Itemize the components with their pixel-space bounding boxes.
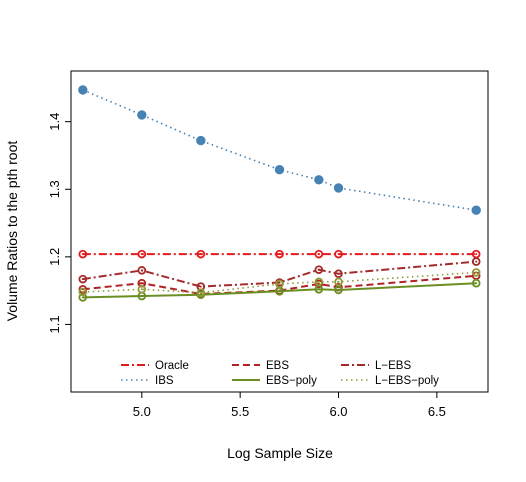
x-tick-label: 5.5 [231,404,249,419]
data-point-center [199,253,202,256]
x-tick-label: 6.0 [329,404,347,419]
series-line [82,89,477,211]
data-point-center [317,253,320,256]
data-point-center [337,288,340,291]
y-tick-label: 1.1 [47,315,62,333]
data-point-center [81,278,84,281]
legend: Oracle IBS EBS EBS−poly L−EBS L−EBS−poly [121,360,439,387]
data-point-center [140,288,143,291]
data-point [314,277,324,287]
data-point [471,268,481,277]
data-point-center [337,253,340,256]
data-point-center [475,271,478,274]
data-point [314,175,324,185]
series-5 [78,268,481,297]
data-point [333,183,344,193]
data-point [314,249,324,259]
data-point-center [278,290,281,293]
data-point [314,265,324,274]
x-tick-label: 6.5 [428,404,446,419]
x-axis: 5.0 5.5 6.0 6.5 [133,391,446,419]
data-point [78,293,88,302]
data-point [137,284,147,294]
series-0 [78,249,481,259]
data-point-center [81,253,84,256]
legend-label: EBS [266,360,289,372]
data-point [196,249,206,259]
data-point-center [317,280,320,283]
legend-label: Oracle [155,360,189,372]
y-tick-label: 1.3 [47,180,62,198]
data-point-center [475,253,478,256]
data-point [334,249,343,259]
data-point-center [199,291,202,294]
data-point [78,287,88,297]
data-point [78,274,88,284]
data-point [137,249,147,259]
data-point [334,285,343,295]
data-point [275,279,284,289]
data-point [196,135,206,146]
data-point [78,249,88,259]
data-point-center [317,288,320,291]
data-point [274,164,285,175]
y-axis: 1.1 1.2 1.3 1.4 [47,113,72,333]
y-tick-label: 1.2 [47,248,62,266]
data-point [196,288,206,297]
y-axis-label: Volume Ratios to the pth root [4,141,20,322]
data-point-center [337,280,340,283]
data-point-center [81,290,84,293]
legend-label: L−EBS [375,360,411,372]
data-point [471,257,481,266]
data-point [137,266,147,275]
data-point-center [140,269,143,272]
data-point [471,205,481,215]
data-point-center [317,268,320,271]
data-point-center [140,282,143,285]
x-axis-label: Log Sample Size [227,445,333,461]
data-point-center [81,296,84,299]
plot-frame [70,70,489,393]
y-tick-label: 1.4 [47,113,62,131]
data-point [471,278,481,288]
series-4 [78,257,481,291]
legend-label: L−EBS−poly [375,375,439,387]
data-point-center [140,253,143,256]
data-point-center [475,282,478,285]
data-point [78,85,88,95]
x-tick-label: 5.0 [133,404,151,419]
legend-label: IBS [155,375,174,387]
series-1 [78,85,481,215]
data-point-center [337,272,340,275]
data-point-center [278,253,281,256]
plot-layer [78,85,481,302]
data-point-center [199,285,202,288]
data-point [334,269,343,279]
data-point [137,110,147,120]
legend-label: EBS−poly [266,375,317,387]
data-point-center [278,282,281,285]
data-point-center [140,295,143,298]
data-point [334,277,343,287]
data-point-center [475,260,478,263]
data-point [275,249,284,259]
